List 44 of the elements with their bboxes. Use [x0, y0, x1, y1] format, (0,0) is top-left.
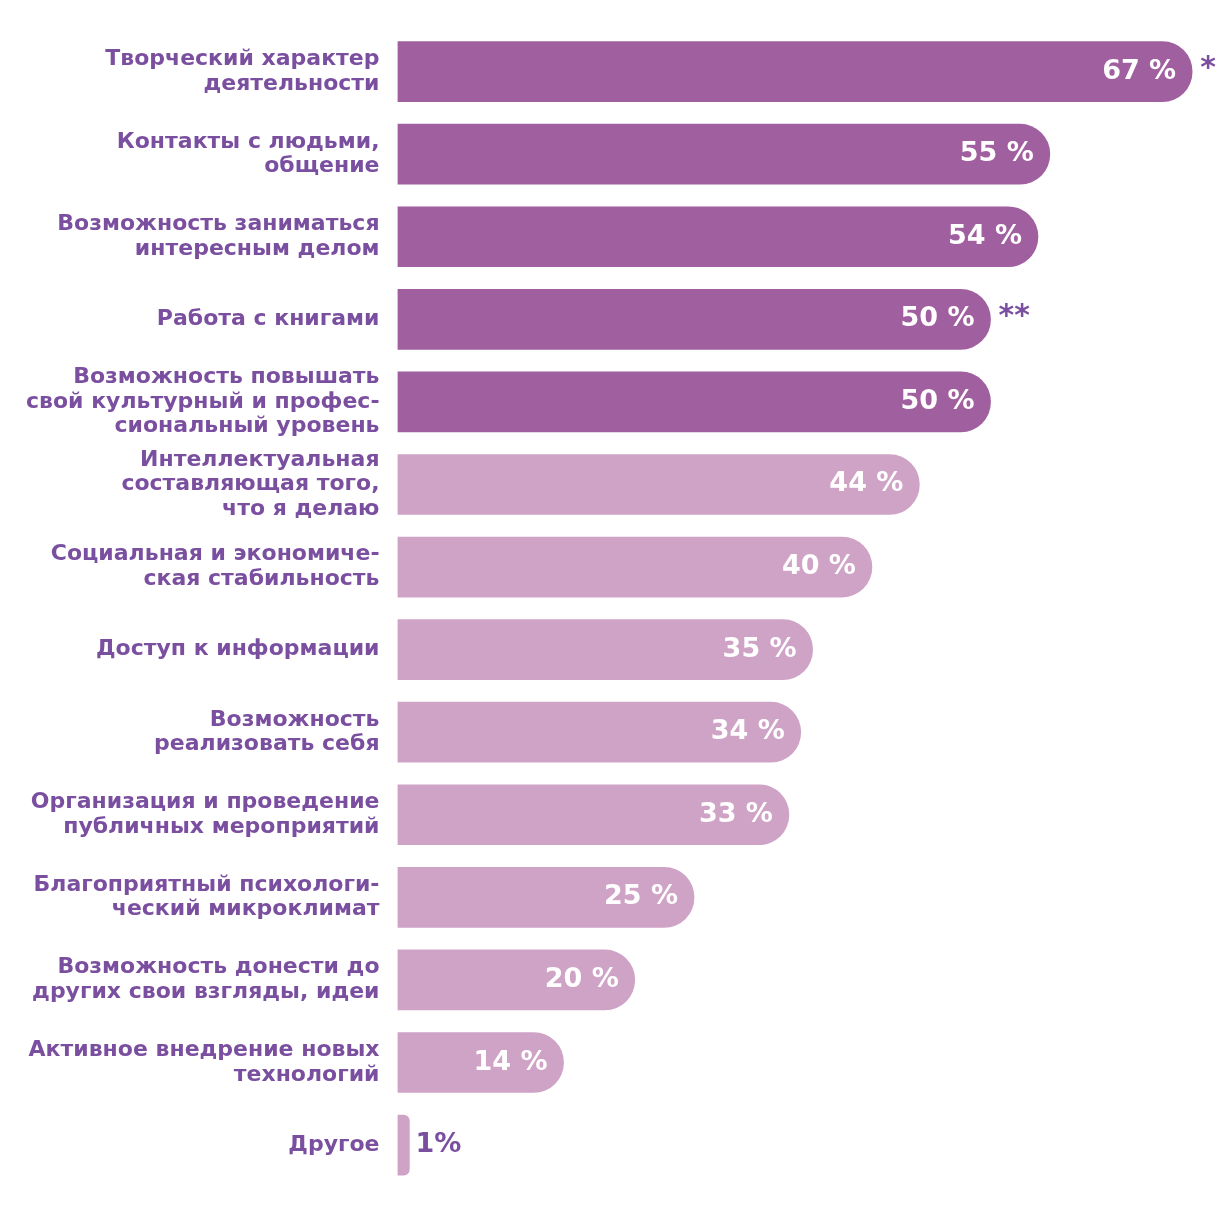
bar: [397, 949, 636, 1011]
y-tick-label: Доступ к информации: [95, 635, 380, 661]
bar: [397, 536, 873, 598]
y-tick-label: Творческий характер деятельности: [105, 45, 380, 95]
bar: [397, 41, 1193, 102]
data-label: 34 %: [710, 714, 785, 746]
bar: [397, 867, 695, 928]
bar: [397, 289, 991, 350]
y-tick-label: Возможность донести до других свои взгляды, идеи: [32, 953, 380, 1003]
y-tick-label: Работа с книгами: [156, 305, 380, 331]
data-label: 33 %: [698, 796, 773, 828]
y-tick-label: Интеллектуальная составляющая того, что я делаю: [121, 445, 380, 520]
y-tick-label: Благоприятный психологи- ческий микроклимат: [33, 870, 380, 921]
y-tick-label: Контакты с людьми, общение: [116, 127, 380, 178]
data-label: 40 %: [781, 549, 856, 581]
data-label: 14 %: [473, 1044, 548, 1076]
bar: [397, 1114, 410, 1176]
bar: [397, 123, 1051, 185]
bar: [397, 1032, 564, 1093]
data-label: 44 %: [829, 466, 904, 498]
bar: [397, 619, 813, 680]
data-label: 54 %: [947, 218, 1022, 250]
data-label: 50 %: [900, 383, 975, 415]
data-label: 67 %: [1102, 53, 1177, 85]
data-label: 25 %: [603, 879, 679, 911]
bar: [397, 784, 790, 846]
data-label: 55 %: [959, 136, 1034, 168]
data-label: 1%: [415, 1127, 462, 1159]
annotation: **: [998, 297, 1031, 333]
data-label: 35 %: [722, 631, 797, 663]
y-tick-label: Другое: [288, 1130, 380, 1156]
bar: [397, 206, 1039, 268]
y-tick-label: Организация и проведение публичных мероприятий: [30, 788, 380, 838]
bar: [397, 701, 802, 763]
annotation: *: [1200, 49, 1217, 85]
y-tick-label: Социальная и экономиче- ская стабильность: [50, 540, 380, 591]
y-tick-label: Возможность реализовать себя: [154, 705, 380, 756]
y-tick-label: Активное внедрение новых технологий: [28, 1035, 380, 1086]
data-label: 20 %: [544, 961, 619, 993]
y-tick-label: Возможность повышать свой культурный и профес- сиональный уровень: [26, 362, 380, 438]
bar: [397, 454, 920, 515]
bar: [397, 371, 991, 433]
y-tick-label: Возможность заниматься интересным делом: [57, 210, 380, 260]
data-label: 50 %: [900, 301, 975, 333]
